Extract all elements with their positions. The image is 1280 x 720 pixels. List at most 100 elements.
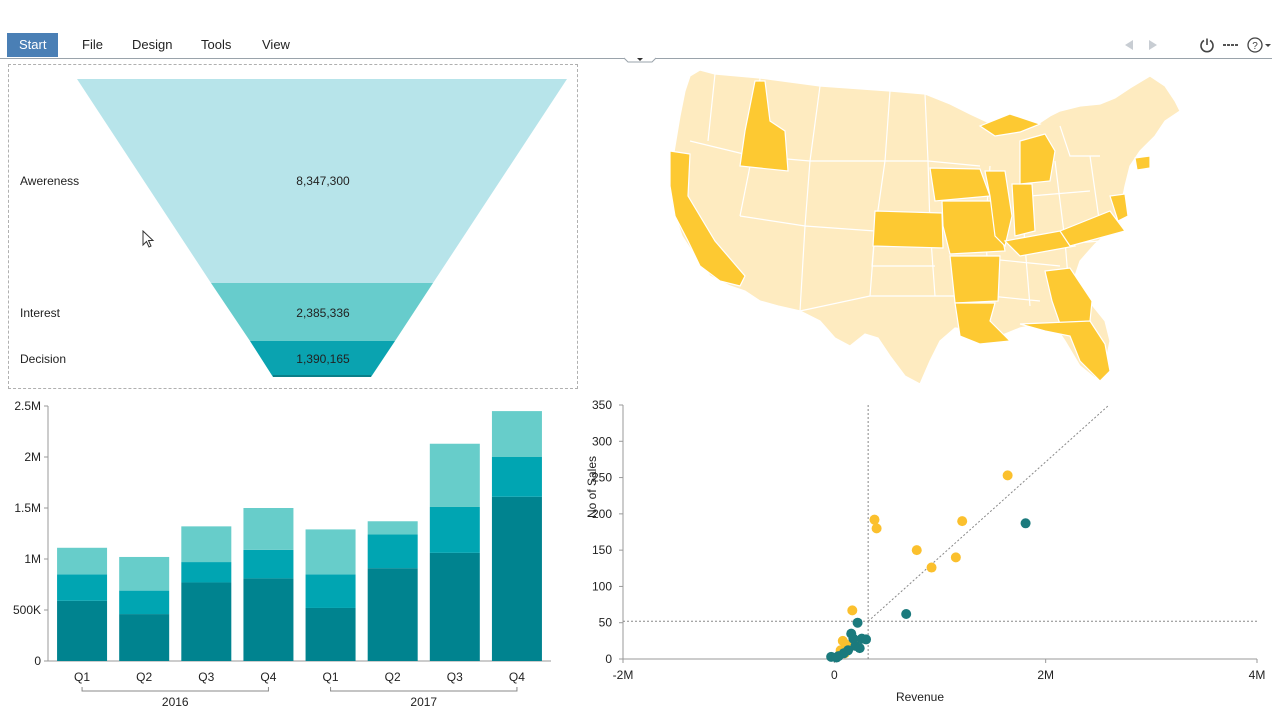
- ribbon-collapse-icon[interactable]: [624, 55, 656, 63]
- bar-x-tick-label: Q3: [447, 670, 463, 684]
- bar-segment[interactable]: [491, 457, 542, 497]
- state-connecticut[interactable]: [1134, 155, 1151, 171]
- bar-segment[interactable]: [181, 562, 232, 583]
- tab-tools[interactable]: Tools: [201, 37, 232, 52]
- scatter-point[interactable]: [848, 633, 859, 644]
- tab-view[interactable]: View: [262, 37, 290, 52]
- bar-y-tick-label: 1M: [24, 552, 41, 566]
- funnel-value-awereness: 8,347,300: [296, 174, 350, 188]
- state-michigan-upper[interactable]: [978, 113, 1042, 137]
- bar-segment[interactable]: [119, 590, 170, 615]
- state-illinois[interactable]: [984, 170, 1013, 248]
- scatter-axes: [619, 404, 1258, 663]
- funnel-stage-awereness[interactable]: [77, 79, 567, 283]
- funnel-panel[interactable]: Awereness 8,347,300 Interest 2,385,336 D…: [8, 64, 578, 389]
- funnel-label-interest: Interest: [20, 306, 61, 320]
- funnel-value-decision: 1,390,165: [296, 352, 350, 366]
- funnel-chart: [77, 79, 567, 377]
- back-arrow-icon[interactable]: [1120, 36, 1138, 54]
- scatter-point[interactable]: [852, 617, 863, 628]
- state-maryland[interactable]: [1109, 193, 1129, 222]
- state-kansas[interactable]: [872, 210, 944, 249]
- tab-design[interactable]: Design: [132, 37, 173, 52]
- scatter-y-tick-label: 50: [599, 616, 613, 630]
- bar-segment[interactable]: [243, 508, 294, 550]
- bar-segment[interactable]: [57, 547, 108, 575]
- bar-segment[interactable]: [305, 574, 356, 608]
- bar-x-tick-label: Q4: [509, 670, 525, 684]
- state-idaho[interactable]: [739, 80, 789, 172]
- funnel-stage-interest[interactable]: [211, 283, 433, 341]
- bar-segment[interactable]: [429, 506, 480, 553]
- bar-segment[interactable]: [429, 443, 480, 507]
- scatter-y-tick-label: 150: [592, 543, 612, 557]
- state-iowa[interactable]: [929, 167, 991, 202]
- bar-segment[interactable]: [367, 534, 418, 569]
- bar-segment[interactable]: [367, 568, 418, 661]
- state-indiana[interactable]: [1011, 183, 1036, 237]
- scatter-point[interactable]: [926, 562, 937, 573]
- scatter-point[interactable]: [871, 523, 882, 534]
- funnel-stage-decision[interactable]: [250, 341, 395, 377]
- bar-segment[interactable]: [57, 600, 108, 661]
- more-icon[interactable]: [1221, 36, 1241, 54]
- bar-group-bracket: [330, 687, 518, 692]
- scatter-point[interactable]: [1020, 518, 1031, 529]
- scatter-point[interactable]: [831, 652, 842, 663]
- stacked-bar-chart[interactable]: 0 500K 1M 1.5M 2M 2.5M Q1 Q2 Q3 Q4 Q1 Q2 Q3 Q4 2016 201…: [0, 395, 570, 715]
- bar-segment[interactable]: [305, 607, 356, 661]
- scatter-point[interactable]: [869, 514, 880, 525]
- scatter-y-tick-label: 250: [592, 471, 612, 485]
- bar-segment[interactable]: [367, 521, 418, 535]
- bar-y-tick-label: 0: [34, 654, 41, 668]
- bar-segment[interactable]: [491, 411, 542, 457]
- bar-segment[interactable]: [181, 582, 232, 661]
- bar-segment[interactable]: [119, 556, 170, 591]
- bar-segment[interactable]: [57, 574, 108, 601]
- tab-start[interactable]: Start: [7, 33, 59, 57]
- scatter-point[interactable]: [911, 545, 922, 556]
- bar-segment[interactable]: [429, 552, 480, 661]
- scatter-x-tick-label: 2M: [1037, 668, 1054, 682]
- scatter-point[interactable]: [847, 605, 858, 616]
- map-highlighted-states: [669, 80, 1151, 382]
- scatter-y-tick-label: 200: [592, 507, 612, 521]
- scatter-point[interactable]: [950, 552, 961, 563]
- state-virginia[interactable]: [1059, 210, 1127, 247]
- state-missouri[interactable]: [941, 200, 1006, 255]
- power-icon[interactable]: [1198, 36, 1216, 54]
- bar-group-bracket: [81, 687, 269, 692]
- us-map[interactable]: [660, 66, 1190, 386]
- bar-segment[interactable]: [119, 614, 170, 661]
- state-arkansas[interactable]: [949, 255, 1001, 304]
- scatter-point[interactable]: [861, 634, 872, 645]
- scatter-trendline: [867, 404, 1110, 622]
- bar-segment[interactable]: [243, 578, 294, 661]
- bar-y-tick-label: 2M: [24, 450, 41, 464]
- state-florida[interactable]: [1019, 320, 1111, 382]
- scatter-point[interactable]: [901, 609, 912, 620]
- bar-segment[interactable]: [243, 549, 294, 579]
- ribbon: Start File Design Tools View ?: [0, 0, 1280, 63]
- scatter-reference-lines: [623, 404, 1257, 659]
- state-kentucky[interactable]: [1003, 230, 1077, 257]
- svg-text:?: ?: [1252, 41, 1258, 52]
- scatter-point[interactable]: [957, 516, 968, 527]
- forward-arrow-icon[interactable]: [1144, 36, 1162, 54]
- bar-segment[interactable]: [181, 526, 232, 563]
- bar-segment[interactable]: [491, 496, 542, 661]
- scatter-x-tick-label: 0: [831, 668, 838, 682]
- bar-y-tick-label: 2.5M: [14, 399, 41, 413]
- bar-x-tick-label: Q4: [260, 670, 276, 684]
- state-louisiana[interactable]: [954, 302, 1012, 345]
- state-california[interactable]: [669, 150, 746, 287]
- bar-segment[interactable]: [305, 529, 356, 575]
- scatter-point[interactable]: [1002, 470, 1013, 481]
- tab-file[interactable]: File: [82, 37, 103, 52]
- scatter-point[interactable]: [854, 643, 865, 654]
- help-icon[interactable]: ?: [1245, 36, 1273, 54]
- scatter-x-tick-label: -2M: [613, 668, 634, 682]
- state-michigan[interactable]: [1019, 133, 1056, 185]
